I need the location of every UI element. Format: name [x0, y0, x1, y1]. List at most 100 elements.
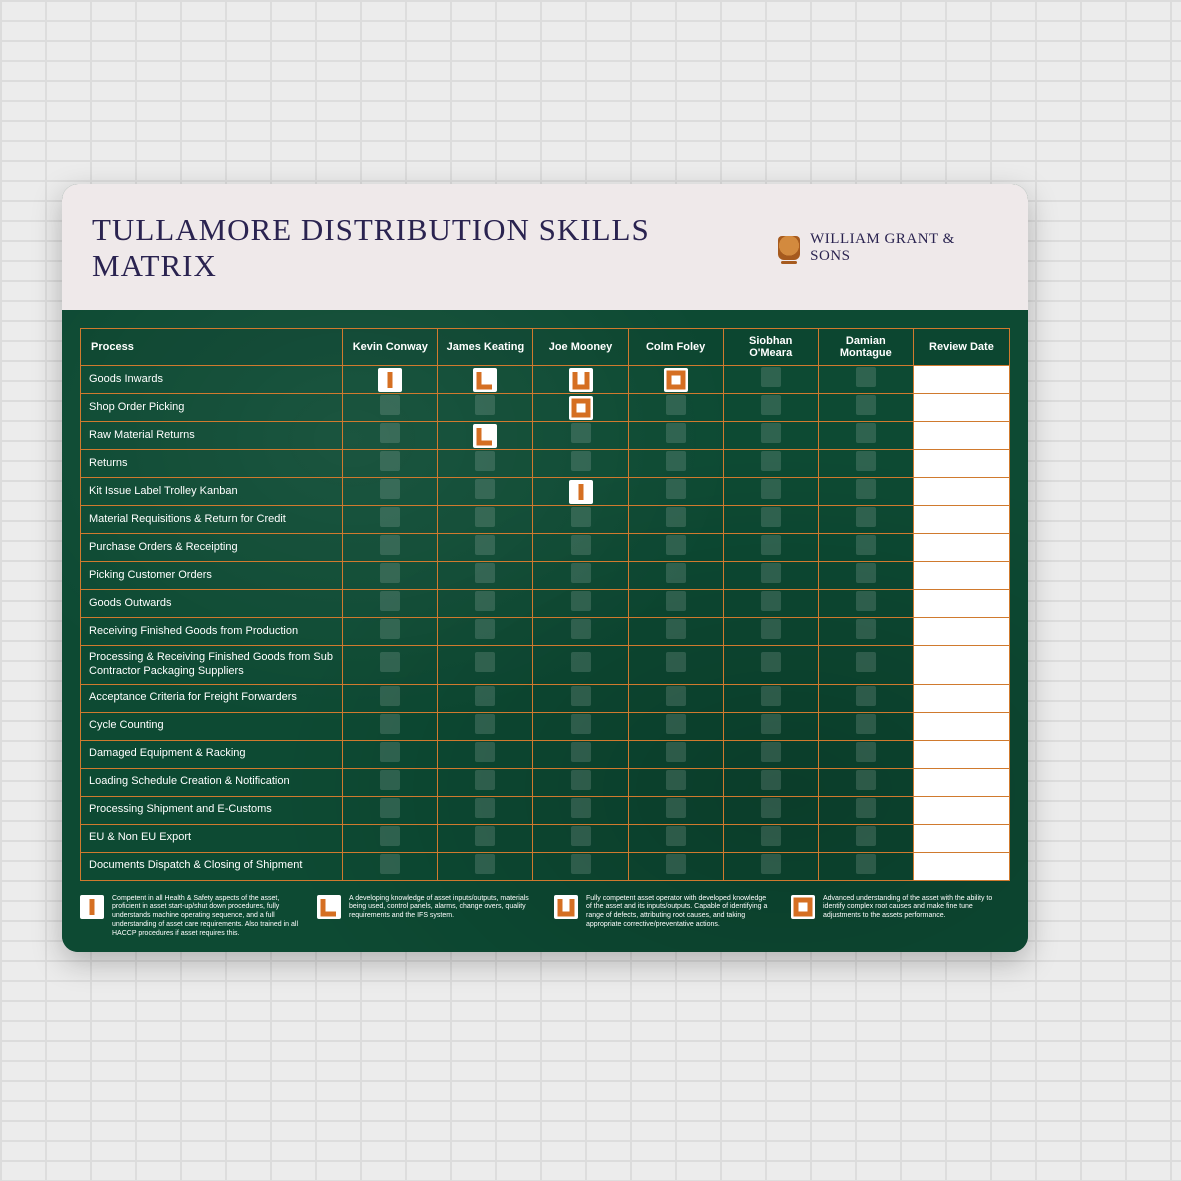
empty-slot — [380, 479, 400, 499]
empty-slot — [856, 423, 876, 443]
empty-slot — [856, 770, 876, 790]
skill-tile-i — [80, 895, 104, 919]
skill-cell — [343, 534, 438, 562]
table-row: Loading Schedule Creation & Notification — [81, 768, 1010, 796]
skill-tile-l — [473, 424, 497, 448]
process-label: Goods Inwards — [81, 366, 343, 394]
empty-slot — [380, 507, 400, 527]
empty-slot — [761, 742, 781, 762]
skill-cell — [533, 852, 628, 880]
empty-slot — [856, 535, 876, 555]
empty-slot — [666, 714, 686, 734]
skill-cell — [818, 590, 913, 618]
legend-item: A developing knowledge of asset inputs/o… — [317, 895, 536, 921]
skill-cell — [343, 506, 438, 534]
empty-slot — [571, 652, 591, 672]
skill-cell — [723, 450, 818, 478]
empty-slot — [475, 770, 495, 790]
skill-cell — [818, 562, 913, 590]
skill-cell — [533, 534, 628, 562]
skill-cell — [533, 366, 628, 394]
process-label: Acceptance Criteria for Freight Forwarde… — [81, 684, 343, 712]
empty-slot — [761, 591, 781, 611]
col-header-person: Damian Montague — [818, 329, 913, 366]
col-header-review: Review Date — [913, 329, 1009, 366]
empty-slot — [856, 619, 876, 639]
process-label: Goods Outwards — [81, 590, 343, 618]
empty-slot — [475, 507, 495, 527]
empty-slot — [856, 686, 876, 706]
col-header-person: Colm Foley — [628, 329, 723, 366]
empty-slot — [380, 451, 400, 471]
legend-text: Competent in all Health & Safety aspects… — [112, 895, 299, 939]
empty-slot — [856, 854, 876, 874]
skill-cell — [723, 534, 818, 562]
empty-slot — [761, 854, 781, 874]
review-date-cell — [913, 796, 1009, 824]
empty-slot — [666, 770, 686, 790]
empty-slot — [666, 619, 686, 639]
process-label: Raw Material Returns — [81, 422, 343, 450]
skill-cell — [438, 478, 533, 506]
empty-slot — [666, 479, 686, 499]
skill-cell — [438, 590, 533, 618]
skill-cell — [628, 712, 723, 740]
empty-slot — [380, 563, 400, 583]
process-label: Loading Schedule Creation & Notification — [81, 768, 343, 796]
skill-cell — [343, 740, 438, 768]
col-header-person: James Keating — [438, 329, 533, 366]
process-label: EU & Non EU Export — [81, 824, 343, 852]
review-date-cell — [913, 646, 1009, 685]
col-header-person: Kevin Conway — [343, 329, 438, 366]
table-row: Receiving Finished Goods from Production — [81, 618, 1010, 646]
skill-cell — [438, 740, 533, 768]
review-date-cell — [913, 712, 1009, 740]
review-date-cell — [913, 824, 1009, 852]
empty-slot — [571, 451, 591, 471]
review-date-cell — [913, 394, 1009, 422]
skill-cell — [533, 394, 628, 422]
skill-cell — [533, 740, 628, 768]
empty-slot — [856, 826, 876, 846]
review-date-cell — [913, 450, 1009, 478]
legend-item: Fully competent asset operator with deve… — [554, 895, 773, 930]
skill-cell — [723, 422, 818, 450]
legend: Competent in all Health & Safety aspects… — [80, 895, 1010, 939]
skill-cell — [723, 366, 818, 394]
review-date-cell — [913, 562, 1009, 590]
skill-cell — [438, 506, 533, 534]
empty-slot — [380, 686, 400, 706]
empty-slot — [571, 770, 591, 790]
process-label: Documents Dispatch & Closing of Shipment — [81, 852, 343, 880]
skill-cell — [818, 534, 913, 562]
skill-cell — [533, 562, 628, 590]
skill-cell — [723, 394, 818, 422]
empty-slot — [380, 770, 400, 790]
skill-cell — [343, 590, 438, 618]
skill-cell — [628, 450, 723, 478]
empty-slot — [475, 591, 495, 611]
empty-slot — [856, 507, 876, 527]
review-date-cell — [913, 590, 1009, 618]
brand-block: WILLIAM GRANT & SONS — [778, 231, 998, 265]
skill-cell — [438, 394, 533, 422]
skill-cell — [533, 796, 628, 824]
empty-slot — [666, 395, 686, 415]
skill-cell — [628, 562, 723, 590]
review-date-cell — [913, 478, 1009, 506]
empty-slot — [856, 451, 876, 471]
skill-cell — [628, 534, 723, 562]
legend-item: Advanced understanding of the asset with… — [791, 895, 1010, 921]
skill-cell — [818, 646, 913, 685]
empty-slot — [666, 507, 686, 527]
empty-slot — [475, 563, 495, 583]
legend-text: A developing knowledge of asset inputs/o… — [349, 895, 536, 921]
skill-cell — [438, 534, 533, 562]
skill-cell — [818, 450, 913, 478]
skill-cell — [533, 478, 628, 506]
skill-cell — [438, 646, 533, 685]
empty-slot — [475, 395, 495, 415]
col-header-process: Process — [81, 329, 343, 366]
skill-cell — [438, 684, 533, 712]
review-date-cell — [913, 534, 1009, 562]
